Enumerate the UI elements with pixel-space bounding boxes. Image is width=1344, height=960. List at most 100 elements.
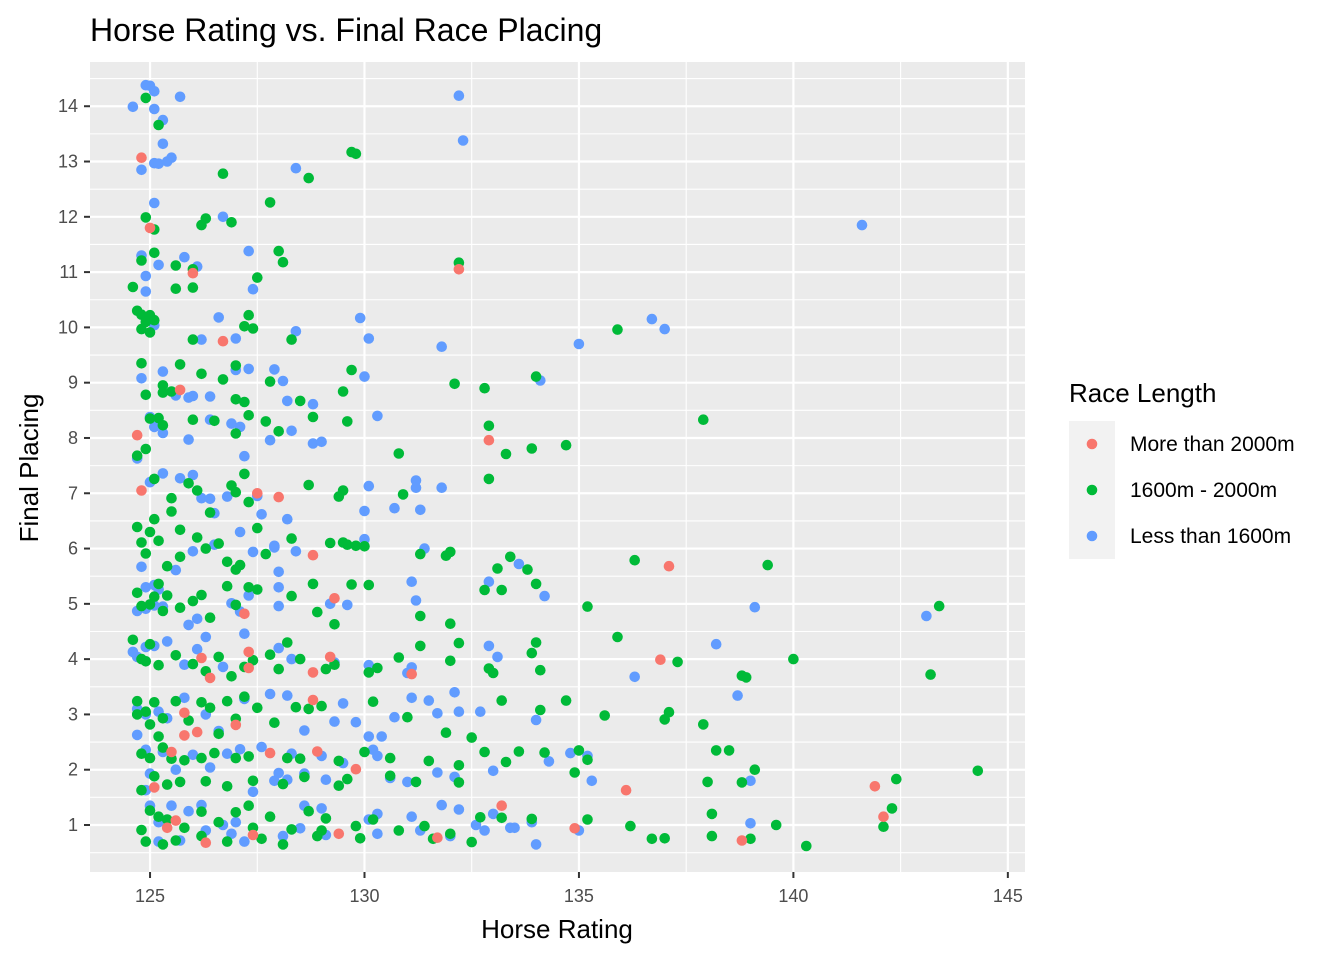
data-point	[732, 690, 743, 701]
data-point	[878, 821, 889, 832]
y-axis-title: Final Placing	[14, 394, 44, 543]
data-point	[483, 420, 495, 432]
data-point	[157, 742, 169, 753]
y-tick-label: 7	[68, 483, 78, 503]
data-point	[655, 654, 666, 665]
data-point	[170, 283, 182, 295]
data-point	[376, 731, 388, 742]
data-point	[157, 605, 169, 617]
data-point	[505, 551, 516, 563]
data-point	[144, 327, 156, 338]
data-point	[483, 434, 495, 446]
data-point	[136, 373, 147, 384]
data-point	[153, 158, 164, 169]
data-point	[646, 833, 658, 845]
data-point	[260, 416, 272, 427]
data-point	[247, 654, 259, 666]
data-point	[372, 750, 383, 762]
data-point	[316, 436, 327, 448]
data-point	[389, 502, 400, 514]
data-point	[432, 832, 443, 843]
legend-label: More than 2000m	[1130, 433, 1295, 456]
data-point	[196, 806, 207, 817]
data-point	[801, 840, 812, 852]
data-point	[243, 363, 254, 375]
data-point	[243, 496, 254, 508]
data-point	[342, 539, 353, 550]
data-point	[251, 584, 263, 595]
data-point	[243, 410, 254, 421]
data-point	[264, 434, 276, 446]
y-tick-label: 10	[58, 317, 78, 337]
data-point	[256, 509, 267, 520]
data-point	[560, 439, 572, 451]
data-point	[170, 835, 182, 846]
data-point	[569, 823, 580, 834]
data-point	[251, 272, 263, 283]
data-point	[702, 776, 713, 788]
data-point	[149, 86, 160, 97]
data-point	[282, 752, 293, 764]
data-point	[140, 443, 152, 455]
data-point	[436, 341, 448, 353]
data-point	[565, 747, 576, 759]
data-point	[131, 709, 143, 720]
data-point	[582, 601, 593, 612]
data-point	[277, 375, 289, 387]
data-point	[131, 729, 143, 741]
data-point	[234, 744, 246, 755]
data-point	[363, 333, 375, 344]
data-point	[230, 816, 242, 828]
data-point	[492, 563, 503, 574]
data-point	[140, 92, 152, 104]
y-tick-label: 2	[68, 760, 78, 780]
data-point	[891, 773, 902, 785]
data-point	[406, 811, 418, 822]
legend-key-dot	[1086, 530, 1098, 542]
data-point	[243, 245, 254, 257]
data-point	[586, 775, 598, 787]
data-point	[273, 582, 285, 593]
data-point	[406, 692, 418, 704]
data-point	[196, 368, 207, 380]
data-point	[290, 546, 302, 557]
data-point	[479, 382, 490, 394]
data-point	[530, 578, 542, 590]
data-point	[204, 493, 216, 505]
data-point	[698, 719, 709, 730]
data-point	[273, 642, 285, 654]
data-point	[209, 415, 220, 427]
data-point	[187, 469, 199, 481]
data-point	[307, 694, 319, 706]
data-point	[487, 667, 499, 679]
data-point	[393, 652, 405, 663]
data-point	[136, 164, 147, 176]
data-point	[204, 672, 216, 684]
data-point	[140, 286, 152, 297]
data-point	[166, 800, 177, 811]
data-point	[736, 777, 748, 788]
data-point	[415, 504, 426, 516]
data-point	[749, 601, 761, 613]
data-point	[440, 727, 452, 738]
data-point	[706, 830, 718, 842]
data-point	[213, 312, 224, 323]
data-point	[333, 755, 345, 767]
data-point	[239, 450, 250, 462]
data-point	[179, 692, 190, 704]
data-point	[243, 800, 254, 811]
data-point	[496, 800, 508, 811]
data-point	[183, 434, 194, 445]
data-point	[217, 335, 229, 347]
data-point	[153, 535, 164, 547]
data-point	[170, 695, 182, 707]
data-point	[226, 671, 237, 682]
data-point	[290, 701, 302, 713]
data-point	[543, 756, 555, 767]
data-point	[166, 746, 177, 758]
data-point	[539, 590, 550, 602]
data-point	[449, 378, 460, 390]
data-point	[457, 135, 469, 146]
data-point	[286, 590, 297, 602]
data-point	[432, 767, 443, 778]
